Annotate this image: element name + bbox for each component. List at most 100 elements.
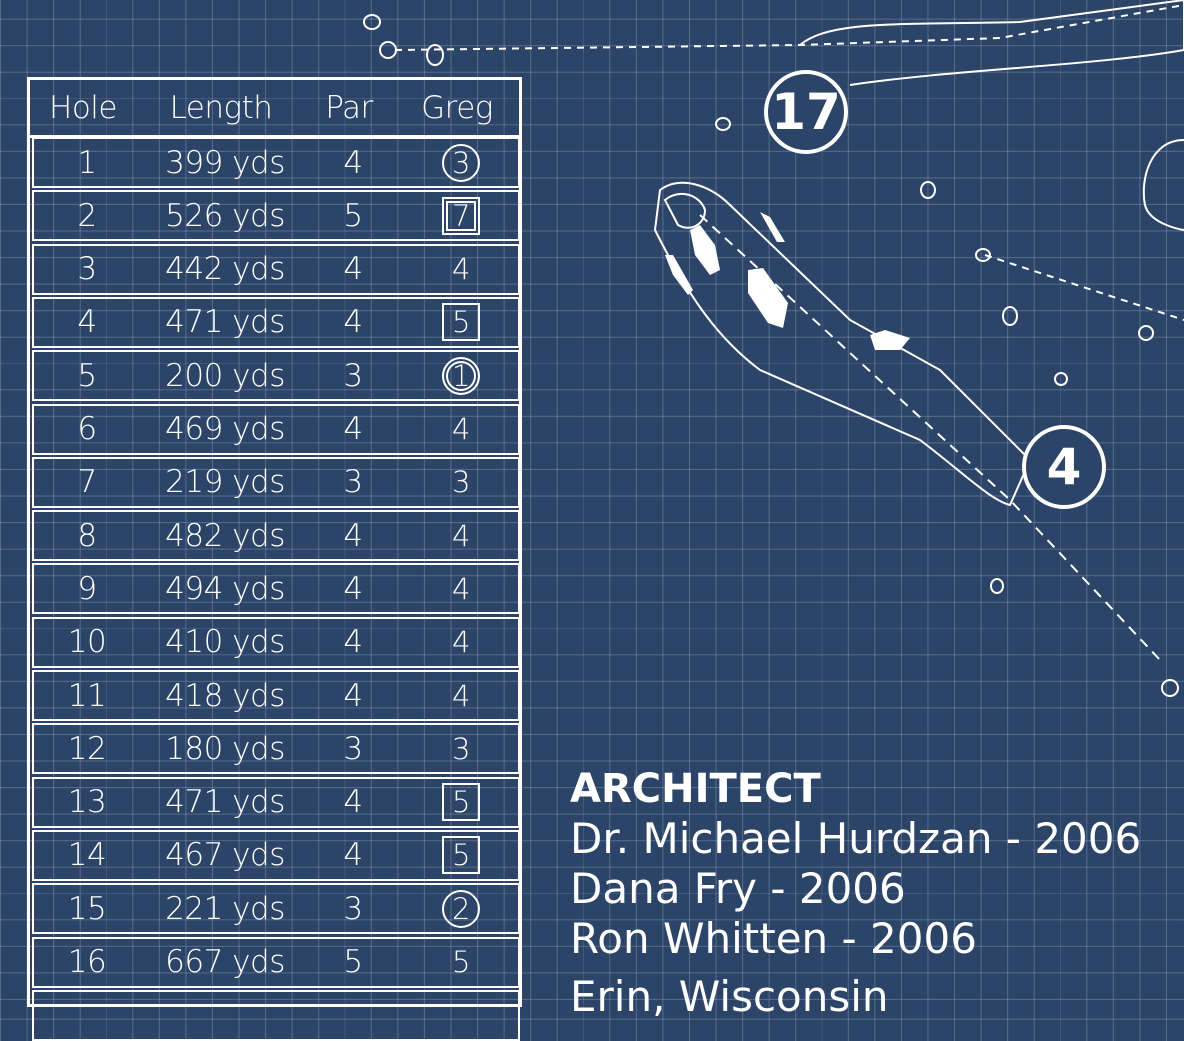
hole-length: 469 yds	[165, 411, 285, 447]
hole-number: 14	[67, 837, 107, 874]
hole-number: 2	[77, 197, 97, 234]
hole-score: 3	[396, 459, 526, 506]
hole-number: 10	[67, 624, 107, 661]
architect-line: Dana Fry - 2006	[570, 864, 906, 913]
dashed-line-17	[394, 4, 1184, 51]
hole-par: 4	[343, 144, 363, 181]
hole-length: 219 yds	[165, 464, 285, 501]
score-value: 1	[442, 356, 480, 395]
table-row: 8 482 yds 4 4	[32, 510, 520, 562]
table-row: 7 219 yds 3 3	[32, 456, 520, 508]
score-value: 4	[452, 412, 470, 446]
course-map	[363, 0, 1184, 697]
score-value: 4	[452, 678, 470, 713]
table-row: 14 467 yds 4 5	[32, 829, 520, 881]
hole-number: 3	[77, 251, 97, 288]
hole-par: 4	[343, 784, 363, 821]
hole-score: 5	[396, 939, 526, 986]
bunkers	[665, 212, 910, 350]
score-value: 5	[442, 836, 480, 875]
score-value: 4	[452, 518, 470, 553]
table-row: 9 494 yds 4 4	[32, 563, 520, 615]
hole-par: 5	[343, 197, 363, 234]
score-value: 4	[452, 625, 470, 660]
hole-number: 5	[77, 357, 97, 394]
score-value: 4	[452, 252, 470, 287]
hole-par: 5	[343, 944, 363, 980]
architect-line: Dr. Michael Hurdzan - 2006	[570, 814, 1142, 863]
table-row: 2 526 yds 5 7	[32, 190, 520, 242]
hole-length: 399 yds	[165, 144, 285, 181]
table-row: 6 469 yds 4 4	[32, 403, 520, 455]
score-value: 3	[452, 731, 470, 766]
hole-length: 221 yds	[165, 890, 285, 927]
score-value: 3	[442, 143, 480, 182]
architect-section: ARCHITECT Dr. Michael Hurdzan - 2006 Dan…	[570, 766, 1141, 1022]
hole-score: 5	[396, 299, 526, 346]
hole-par: 4	[343, 837, 363, 874]
hole-length: 200 yds	[165, 357, 285, 394]
hole-marker-17: 17	[764, 70, 848, 154]
hole-length: 494 yds	[165, 570, 285, 607]
hole-par: 3	[343, 464, 363, 501]
hole-length: 471 yds	[165, 304, 285, 341]
hole-length: 467 yds	[165, 837, 285, 874]
architect-title: ARCHITECT	[570, 766, 821, 812]
hole-marker-4: 4	[1022, 425, 1106, 509]
score-value: 5	[442, 783, 480, 822]
table-row: 5 200 yds 3 1	[32, 350, 520, 402]
hole-score: 7	[396, 192, 526, 239]
table-row: 1 399 yds 4 3	[32, 137, 520, 188]
hole-number: 9	[77, 570, 97, 607]
dashed-line-4	[699, 214, 1161, 661]
table-row: 16 667 yds 5 5	[32, 936, 520, 988]
hole-number: 8	[77, 517, 97, 554]
hole-score: 4	[396, 565, 526, 612]
hole-number: 15	[67, 890, 107, 927]
table-row: 3 442 yds 4 4	[32, 243, 520, 295]
hole-length: 442 yds	[165, 251, 285, 288]
hole-score: 3	[396, 139, 526, 186]
table-row: 15 221 yds 3 2	[32, 883, 520, 935]
hole-par: 4	[343, 304, 363, 341]
dashed-line-right	[984, 254, 1184, 321]
header-par: Par	[325, 89, 373, 126]
hole-number: 13	[67, 784, 107, 821]
hole-score: 4	[396, 406, 526, 453]
fairway-4	[653, 181, 1032, 507]
hole-score: 3	[396, 725, 526, 772]
header-hole: Hole	[49, 89, 117, 126]
score-value: 4	[452, 571, 470, 606]
score-value: 7	[442, 196, 480, 235]
score-value: 2	[442, 889, 480, 928]
hole-length: 667 yds	[165, 944, 285, 980]
table-row: 13 471 yds 4 5	[32, 776, 520, 828]
hole-score: 1	[396, 352, 526, 399]
hole-par: 3	[343, 357, 363, 394]
hole-number: 11	[67, 677, 107, 714]
table-row: 4 471 yds 4 5	[32, 296, 520, 348]
hole-number: 12	[67, 730, 107, 767]
hole-score: 5	[396, 832, 526, 879]
hole-length: 180 yds	[165, 730, 285, 767]
hole-par: 3	[343, 890, 363, 927]
header-length: Length	[169, 89, 273, 126]
score-value: 3	[452, 465, 470, 500]
hole-number: 16	[67, 944, 107, 980]
hole-score: 4	[396, 672, 526, 719]
architect-line: Ron Whitten - 2006	[570, 914, 977, 963]
hole-par: 4	[343, 624, 363, 661]
table-row: 11 418 yds 4 4	[32, 670, 520, 721]
fairway-17	[799, 0, 1184, 86]
hole-number: 1	[77, 144, 97, 181]
hole-par: 4	[343, 251, 363, 288]
hole-number: 4	[77, 304, 97, 341]
hole-length: 418 yds	[165, 677, 285, 714]
score-value: 5	[452, 945, 470, 979]
hole-length: 482 yds	[165, 517, 285, 554]
score-value: 5	[442, 303, 480, 342]
hole-length: 410 yds	[165, 624, 285, 661]
hole-number: 7	[77, 464, 97, 501]
hole-par: 4	[343, 570, 363, 607]
